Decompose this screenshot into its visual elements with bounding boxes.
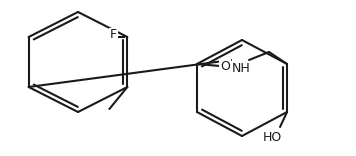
Text: NH: NH: [232, 62, 250, 75]
Text: HO: HO: [262, 131, 282, 144]
Text: O: O: [220, 59, 230, 73]
Text: F: F: [110, 29, 117, 41]
